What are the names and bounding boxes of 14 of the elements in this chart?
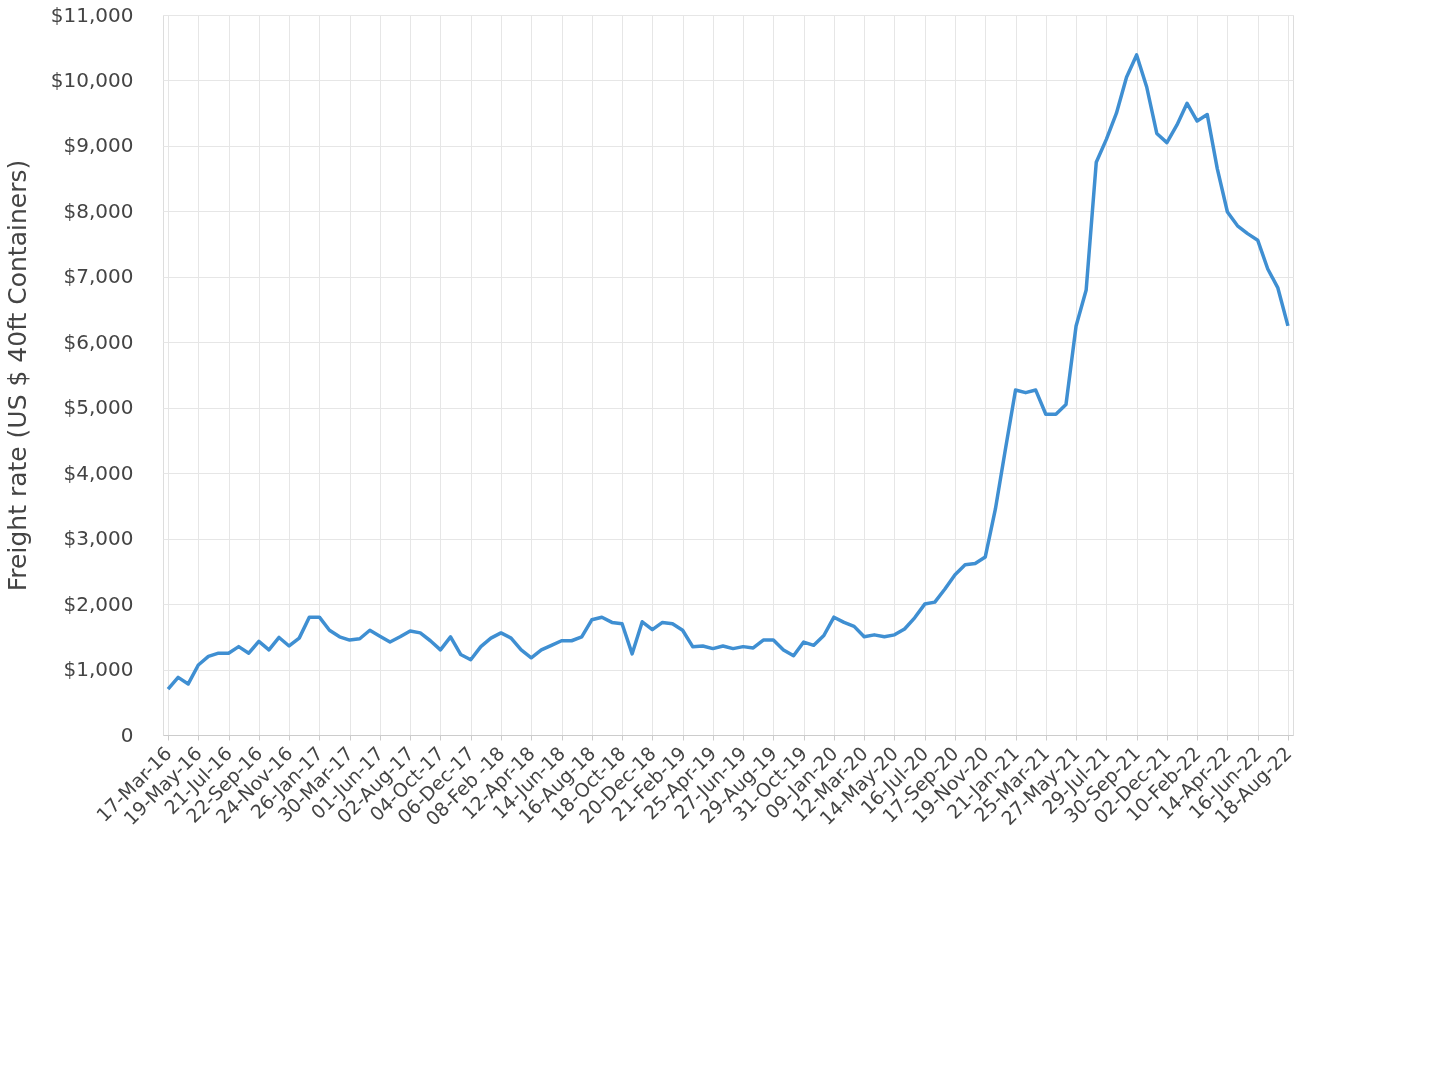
y-tick-label: $6,000 <box>63 329 134 354</box>
y-tick-label: $9,000 <box>63 133 134 158</box>
y-tick-label: $11,000 <box>50 2 134 27</box>
y-tick-label: $8,000 <box>63 198 134 223</box>
y-tick-label: $7,000 <box>63 264 134 289</box>
y-tick-label: $5,000 <box>63 395 134 420</box>
y-tick-label: $2,000 <box>63 591 134 616</box>
y-axis-title: Freight rate (US $ 40ft Containers) <box>2 159 32 592</box>
y-tick-label: $4,000 <box>63 460 134 485</box>
y-tick-label: $10,000 <box>50 67 134 92</box>
y-tick-label: $3,000 <box>63 526 134 551</box>
y-tick-label: $1,000 <box>63 657 134 682</box>
y-tick-label: 0 <box>120 722 134 747</box>
line-series <box>166 53 1290 691</box>
